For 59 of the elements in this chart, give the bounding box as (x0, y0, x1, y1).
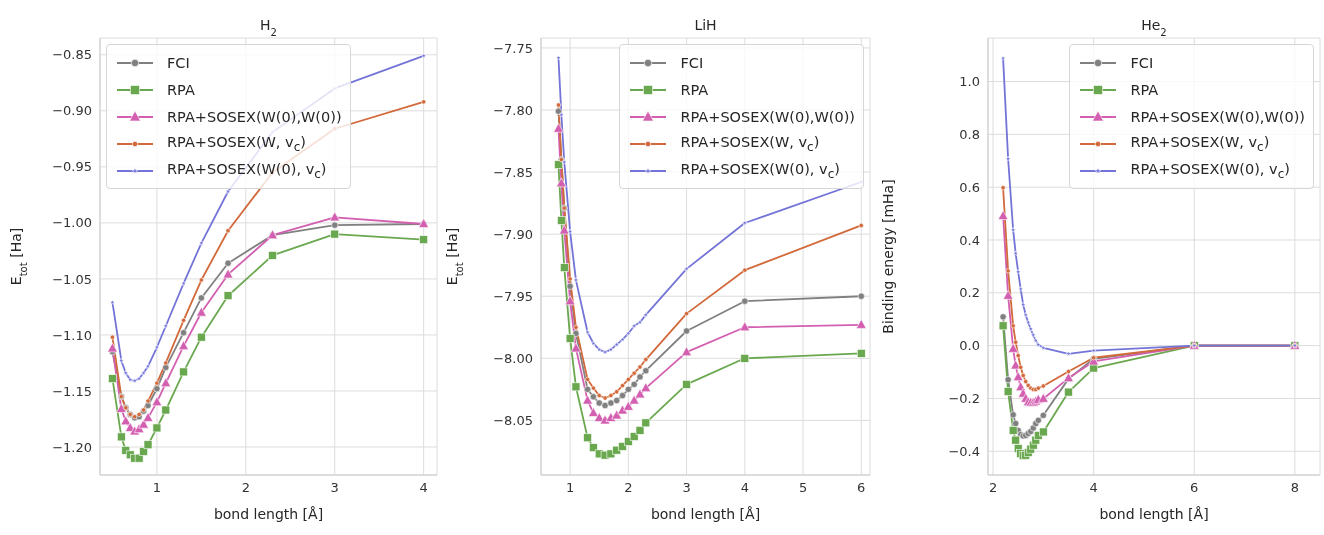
y-tick-label: −0.4 (948, 443, 980, 459)
x-tick-label: 5 (798, 480, 808, 496)
y-tick-label: 0.0 (959, 338, 980, 354)
legend-label: RPA+SOSEX(W, v$_{c}$) (1130, 133, 1270, 154)
y-tick-label: −8.00 (493, 350, 533, 366)
legend-label: FCI (167, 54, 190, 71)
legend-label: FCI (680, 54, 704, 71)
y-tick-label: −0.2 (948, 391, 980, 407)
x-tick-label: 2 (241, 480, 250, 496)
y-tick-label: −1.00 (52, 215, 92, 231)
chart-title: LiH (694, 17, 717, 33)
x-tick-label: 3 (330, 480, 339, 496)
y-tick-label: −7.95 (493, 288, 533, 304)
legend-label: RPA (1130, 81, 1159, 98)
y-tick-label: −0.90 (52, 103, 92, 119)
legend-label: RPA (680, 81, 709, 98)
x-axis-title: bond length [Å] (650, 506, 761, 522)
y-tick-label: 0.6 (959, 179, 980, 195)
legend-label: RPA+SOSEX(W(0),W(0)) (680, 108, 855, 125)
x-tick-label: 1 (152, 480, 162, 496)
legend-label: RPA+SOSEX(W(0), v$_{c}$) (167, 160, 327, 181)
legend-label: RPA (167, 81, 195, 98)
x-tick-label: 2 (624, 480, 633, 496)
y-tick-label: −1.10 (52, 327, 92, 343)
y-tick-label: −8.05 (493, 412, 533, 428)
x-tick-label: 3 (682, 480, 691, 496)
chart-title: He$_{2}$ (1141, 17, 1167, 38)
y-tick-label: −0.95 (52, 159, 92, 175)
y-tick-label: −7.75 (493, 40, 533, 56)
y-tick-label: −7.80 (493, 102, 533, 118)
y-tick-label: −0.85 (52, 47, 92, 63)
y-tick-label: −1.15 (52, 383, 92, 399)
legend-label: RPA+SOSEX(W(0),W(0)) (167, 108, 342, 125)
y-tick-label: 1.0 (959, 74, 980, 90)
y-tick-label: 0.2 (959, 285, 980, 301)
x-axis-title: bond length [Å] (1099, 506, 1209, 522)
x-tick-label: 2 (988, 480, 998, 496)
y-tick-label: −1.05 (52, 271, 92, 287)
x-tick-label: 4 (419, 480, 428, 496)
legend-label: RPA+SOSEX(W(0), v$_{c}$) (1130, 160, 1290, 181)
x-tick-label: 6 (1190, 480, 1199, 496)
y-tick-label: −7.85 (493, 164, 533, 180)
x-tick-label: 4 (740, 480, 749, 496)
legend-label: FCI (1130, 54, 1154, 71)
x-tick-label: 1 (565, 480, 575, 496)
y-tick-label: −1.20 (52, 439, 92, 455)
legend-label: RPA+SOSEX(W(0),W(0)) (1130, 108, 1305, 125)
legend-label: RPA+SOSEX(W(0), v$_{c}$) (680, 160, 840, 181)
legend-label: RPA+SOSEX(W, v$_{c}$) (167, 133, 306, 154)
y-tick-label: −7.90 (493, 226, 533, 242)
x-axis-title: bond length [Å] (213, 506, 324, 522)
x-tick-label: 6 (857, 480, 866, 496)
y-tick-label: 0.8 (959, 126, 980, 142)
chart-title: H$_{2}$ (260, 17, 277, 38)
legend-label: RPA+SOSEX(W, v$_{c}$) (680, 133, 820, 154)
x-tick-label: 4 (1089, 480, 1098, 496)
y-axis-title: Binding energy [mHa] (880, 179, 896, 334)
y-tick-label: 0.4 (959, 232, 980, 248)
x-tick-label: 8 (1290, 480, 1299, 496)
